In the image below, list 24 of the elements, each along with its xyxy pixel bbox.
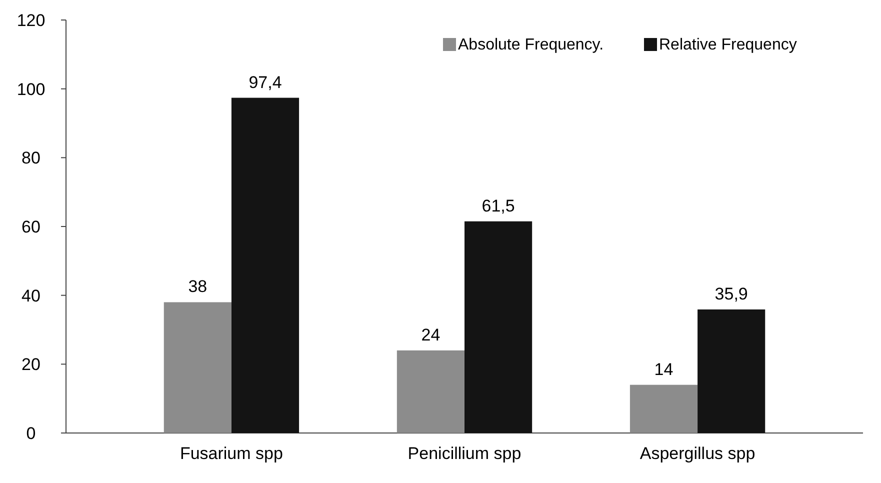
x-tick-label: Penicillium spp (408, 444, 522, 463)
data-label: 38 (188, 277, 208, 296)
data-label: 61,5 (482, 196, 515, 216)
y-tick-label: 80 (22, 148, 40, 168)
data-label: 14 (654, 360, 674, 379)
y-tick-label: 60 (22, 217, 40, 236)
data-label: 24 (421, 325, 440, 344)
y-tick-label: 40 (22, 286, 40, 306)
legend-label: Relative Frequency (659, 36, 797, 54)
bar (698, 309, 766, 433)
bar (464, 221, 532, 433)
y-tick-label: 0 (26, 424, 36, 443)
y-tick-label: 20 (22, 355, 40, 374)
y-tick-label: 120 (16, 10, 46, 30)
y-tick-label: 100 (16, 80, 46, 99)
bar (630, 384, 698, 433)
data-label: 97,4 (248, 72, 282, 92)
bar (231, 98, 300, 433)
legend-label: Absolute Frequency. (458, 36, 604, 54)
bar (396, 350, 464, 433)
data-label: 35,9 (714, 284, 748, 304)
x-tick-label: Aspergillus spp (640, 444, 756, 463)
x-tick-label: Fusarium spp (180, 444, 283, 463)
bar (164, 302, 232, 433)
